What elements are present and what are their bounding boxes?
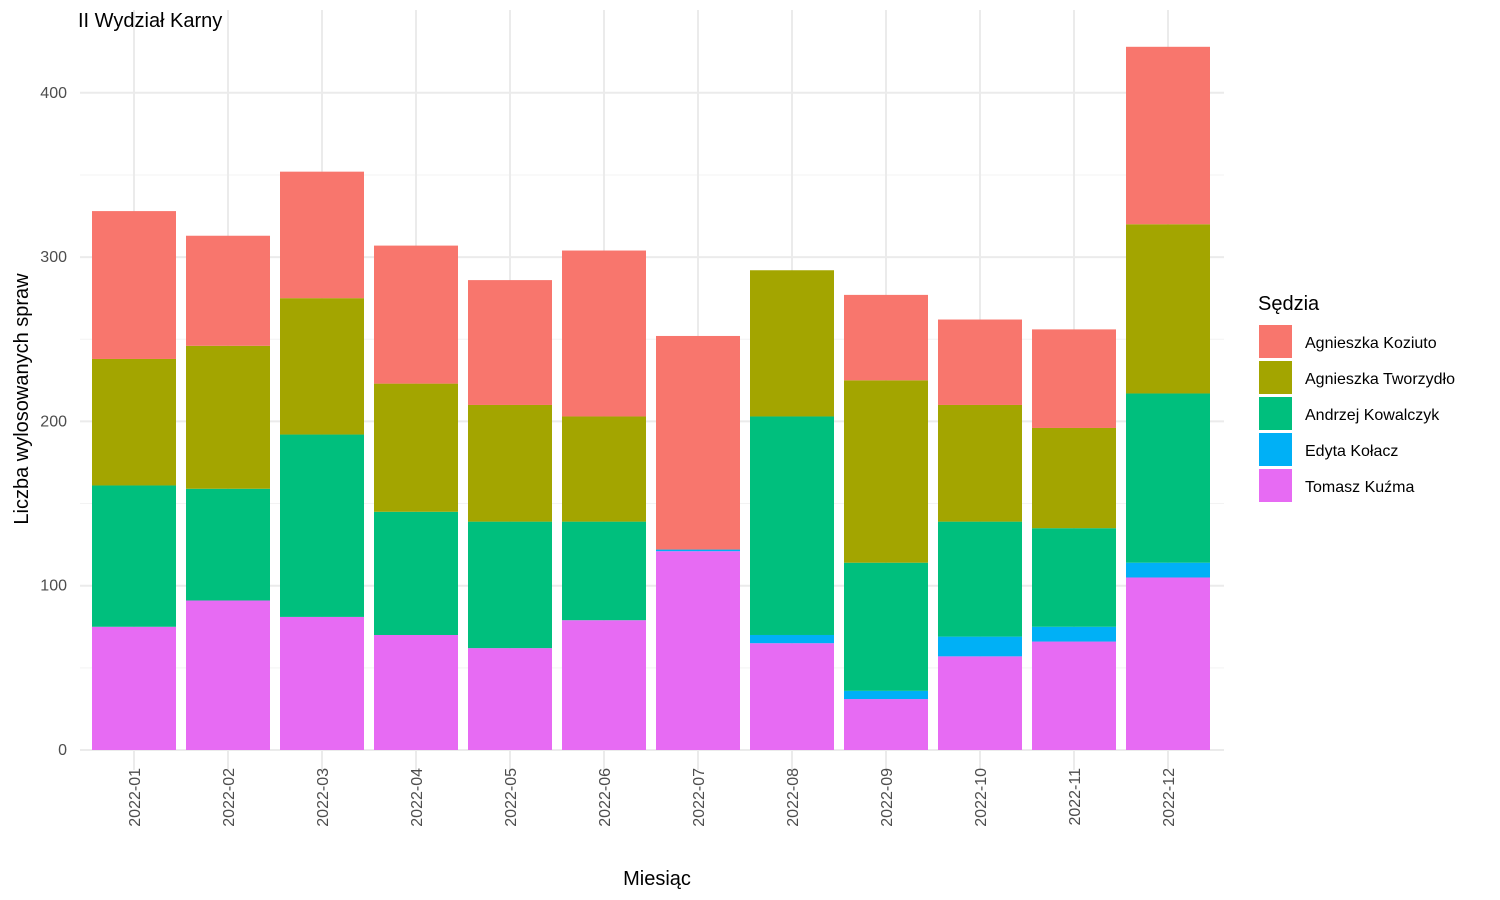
legend-swatch xyxy=(1259,433,1292,466)
bar-segment xyxy=(1032,427,1116,529)
bar-segment xyxy=(1126,577,1210,750)
x-tick-label: 2022-05 xyxy=(503,768,520,827)
x-tick-label: 2022-03 xyxy=(315,768,332,827)
bar-segment xyxy=(468,404,552,522)
bar-segment xyxy=(186,345,270,489)
legend-item: Andrzej Kowalczyk xyxy=(1259,397,1440,430)
bar-segment xyxy=(186,235,270,346)
bar-segment xyxy=(186,600,270,750)
bar-segment xyxy=(938,521,1022,637)
x-tick-label: 2022-08 xyxy=(785,768,802,827)
bar-segment xyxy=(186,488,270,601)
bar-segment xyxy=(938,656,1022,750)
bar-segment xyxy=(1032,329,1116,428)
legend-item: Agnieszka Tworzydło xyxy=(1259,361,1455,394)
bar-segment xyxy=(844,380,928,563)
bar-segment xyxy=(374,511,458,635)
legend-swatch xyxy=(1259,361,1292,394)
legend-label: Tomasz Kuźma xyxy=(1305,479,1414,496)
legend-items: Agnieszka Koziuto Agnieszka Tworzydło Andr… xyxy=(1259,325,1455,502)
bar-segment xyxy=(280,171,364,299)
legend-label: Edyta Kołacz xyxy=(1305,443,1398,460)
bar-segment xyxy=(844,294,928,381)
bar-segment xyxy=(468,648,552,750)
legend-label: Agnieszka Tworzydło xyxy=(1305,371,1455,388)
bar-segment xyxy=(1126,224,1210,394)
bar-segment xyxy=(938,319,1022,405)
bar-segment xyxy=(750,270,834,417)
bar-segment xyxy=(1126,46,1210,225)
x-tick-label: 2022-02 xyxy=(221,768,238,827)
x-tick-label: 2022-10 xyxy=(973,768,990,827)
chart-title: II Wydział Karny xyxy=(78,10,222,32)
bar-segment xyxy=(656,551,740,750)
bar-segment xyxy=(1032,528,1116,627)
x-tick-label: 2022-07 xyxy=(691,768,708,827)
legend-swatch xyxy=(1259,469,1292,502)
legend-item: Tomasz Kuźma xyxy=(1259,469,1414,502)
bar-segment xyxy=(1126,562,1210,578)
legend-swatch xyxy=(1259,397,1292,430)
legend-swatch xyxy=(1259,325,1292,358)
legend: Sędzia Agnieszka Koziuto Agnieszka Tworzy… xyxy=(1258,293,1455,502)
bar-segment xyxy=(656,335,740,550)
bar-segment xyxy=(562,521,646,621)
bar-segment xyxy=(92,485,176,627)
bar-segment xyxy=(468,280,552,405)
x-tick-label: 2022-06 xyxy=(597,768,614,827)
y-tick-label: 200 xyxy=(40,413,67,430)
bar-segment xyxy=(468,521,552,649)
bar-segment xyxy=(280,616,364,750)
bar-segment xyxy=(280,434,364,617)
y-axis-ticks: 0 100 200 300 400 xyxy=(40,85,67,759)
x-axis-title: Miesiąc xyxy=(623,868,691,890)
legend-title: Sędzia xyxy=(1258,293,1320,315)
bar-segment xyxy=(656,549,740,552)
bar-segment xyxy=(374,245,458,384)
x-tick-label: 2022-04 xyxy=(409,768,426,827)
y-tick-label: 300 xyxy=(40,249,67,266)
bar-segment xyxy=(750,643,834,750)
bar-segment xyxy=(562,250,646,417)
bar-segment xyxy=(844,562,928,691)
x-tick-label: 2022-11 xyxy=(1067,768,1084,826)
legend-item: Agnieszka Koziuto xyxy=(1259,325,1437,358)
bar-segment xyxy=(1032,626,1116,642)
x-tick-label: 2022-09 xyxy=(879,768,896,827)
bar-segment xyxy=(562,416,646,522)
bar-segment xyxy=(938,404,1022,522)
legend-label: Andrzej Kowalczyk xyxy=(1305,407,1440,424)
bar-segment xyxy=(1126,393,1210,563)
bar-segment xyxy=(374,383,458,512)
legend-label: Agnieszka Koziuto xyxy=(1305,335,1437,352)
legend-item: Edyta Kołacz xyxy=(1259,433,1398,466)
bar-segment xyxy=(562,620,646,750)
bar-segment xyxy=(280,298,364,435)
bar-segment xyxy=(1032,641,1116,750)
bar-segment xyxy=(92,211,176,359)
bar-segment xyxy=(750,416,834,635)
bar-segment xyxy=(750,634,834,644)
bar-segment xyxy=(92,626,176,750)
x-tick-label: 2022-01 xyxy=(127,768,144,827)
bar-segment xyxy=(92,358,176,486)
y-axis-title: Liczba wylosowanych spraw xyxy=(11,273,33,525)
x-tick-label: 2022-12 xyxy=(1161,768,1178,827)
bar-segment xyxy=(844,699,928,750)
bar-segment xyxy=(374,634,458,750)
y-tick-label: 0 xyxy=(58,742,67,759)
bar-segment xyxy=(938,636,1022,657)
bar-segment xyxy=(844,690,928,700)
bars xyxy=(92,46,1210,750)
x-axis-ticks: 2022-01 2022-02 2022-03 2022-04 2022-05 2022-… xyxy=(127,768,1178,827)
y-tick-label: 100 xyxy=(40,578,67,595)
y-tick-label: 400 xyxy=(40,85,67,102)
